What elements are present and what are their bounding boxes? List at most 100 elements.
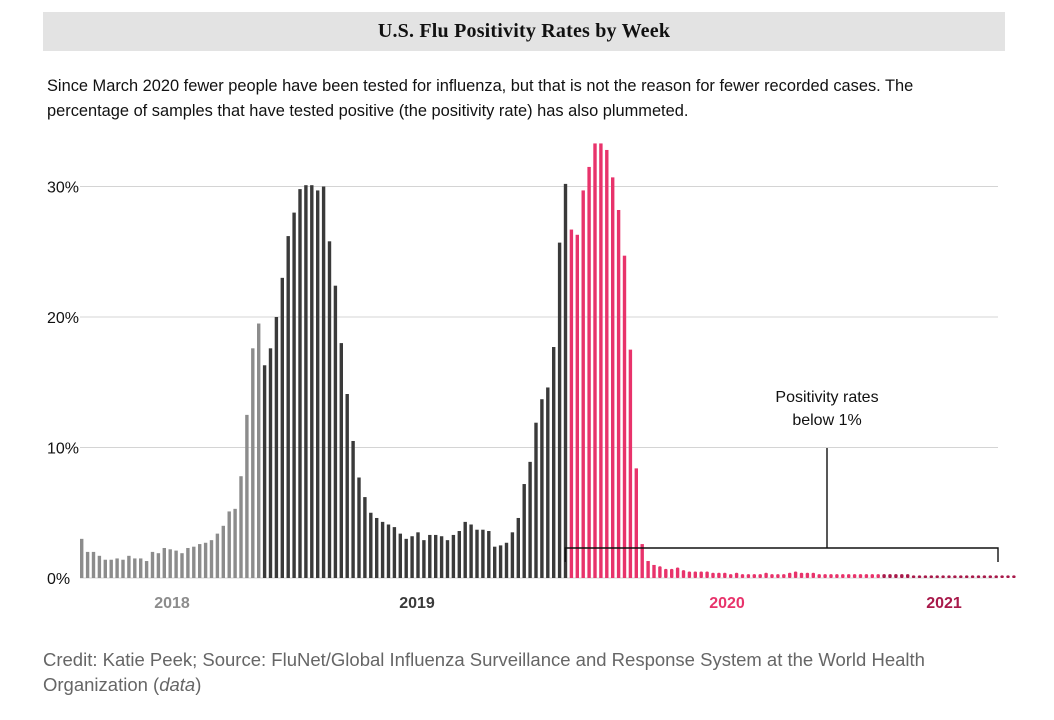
bar-2018 (109, 559, 113, 578)
bar-2020 (864, 574, 869, 578)
title-bar: U.S. Flu Positivity Rates by Week (43, 12, 1005, 51)
bar-2018 (215, 533, 220, 578)
bar-2019 (369, 512, 373, 578)
bar-2020 (693, 571, 697, 579)
bar-2019 (422, 540, 426, 578)
bar-2020 (664, 568, 668, 578)
bar-2020 (823, 574, 827, 578)
bar-2020 (723, 572, 727, 578)
bar-2019 (504, 542, 509, 578)
chart-title: U.S. Flu Positivity Rates by Week (377, 20, 671, 42)
bar-2020 (782, 574, 786, 578)
annotation-bracket (564, 547, 999, 562)
bar-2018 (174, 550, 178, 579)
bar-2020 (681, 570, 686, 578)
bar-2018 (133, 558, 137, 578)
y-tick-label: 30% (47, 180, 79, 197)
bar-2019 (386, 524, 391, 578)
bar-2018 (239, 476, 243, 578)
bar-2018 (91, 551, 96, 578)
bar-2020 (581, 190, 585, 579)
bar-2021 (906, 574, 910, 578)
annotation-text-line2: below 1% (792, 412, 861, 429)
year-label-2018: 2018 (154, 595, 190, 612)
bar-2020 (611, 177, 615, 578)
bar-2019 (310, 185, 314, 578)
bar-2020 (616, 209, 621, 578)
bar-2018 (97, 555, 102, 578)
bar-2019 (357, 477, 361, 578)
bar-2018 (186, 547, 190, 578)
bar-2021 (1000, 575, 1004, 578)
bar-2018 (156, 553, 161, 578)
bar-2020 (876, 574, 880, 578)
bar-2021 (894, 574, 898, 578)
year-label-2020: 2020 (709, 595, 745, 612)
bar-2020 (628, 349, 633, 579)
bar-2021 (941, 575, 945, 578)
bar-2020 (829, 574, 833, 578)
bar-2020 (764, 572, 768, 578)
bar-2020 (729, 574, 733, 578)
bar-2019 (493, 546, 497, 578)
bar-2019 (286, 236, 290, 578)
bar-2019 (321, 186, 326, 578)
bar-2019 (434, 534, 438, 578)
bar-2018 (192, 546, 196, 578)
bar-2020 (770, 574, 774, 578)
bar-2018 (257, 323, 261, 578)
credit-data-link[interactable]: data (159, 674, 196, 695)
bar-2019 (445, 540, 450, 578)
bar-2021 (994, 575, 998, 578)
bar-2020 (793, 571, 798, 579)
bar-2021 (976, 575, 981, 578)
bar-2019 (410, 536, 414, 578)
bar-2018 (209, 540, 214, 578)
annotation-text-line1: Positivity rates (775, 389, 878, 406)
bar-2019 (546, 387, 550, 578)
bar-2019 (351, 440, 355, 579)
bar-2019 (262, 365, 267, 578)
bar-2020 (675, 567, 680, 578)
bar-2020 (646, 561, 650, 578)
bar-2019 (439, 536, 444, 578)
bar-2018 (127, 555, 131, 578)
bar-2020 (717, 572, 721, 578)
bar-2019 (451, 534, 456, 578)
bar-2019 (316, 190, 320, 579)
bar-2019 (416, 532, 420, 578)
bar-2019 (404, 538, 408, 578)
bar-2020 (752, 574, 756, 578)
bar-2018 (150, 551, 155, 578)
y-tick-label: 0% (47, 571, 70, 588)
bar-2021 (959, 575, 963, 578)
bar-2020 (811, 572, 815, 578)
bar-2018 (245, 414, 249, 579)
bar-2018 (121, 559, 125, 578)
bar-2020 (858, 574, 863, 578)
bar-2021 (929, 575, 933, 578)
bar-2019 (345, 394, 349, 578)
bar-2019 (428, 534, 432, 578)
y-tick-label: 10% (47, 441, 79, 458)
bar-2019 (457, 531, 461, 578)
bar-2020 (605, 149, 609, 578)
bar-2018 (115, 558, 119, 578)
bar-2020 (652, 564, 656, 578)
bar-2019 (475, 529, 479, 578)
year-label-2021: 2021 (926, 595, 962, 612)
bar-2020 (569, 229, 574, 578)
bar-2019 (268, 348, 273, 578)
bar-2020 (870, 574, 874, 578)
bar-2021 (970, 575, 975, 578)
bar-2018 (203, 542, 208, 578)
bar-2018 (227, 511, 231, 578)
bar-2019 (481, 529, 485, 578)
bar-2021 (953, 575, 957, 578)
bar-2020 (799, 572, 804, 578)
bar-2021 (882, 574, 886, 578)
bar-2020 (746, 574, 751, 578)
credit-close: ) (195, 674, 202, 695)
bar-2021 (900, 574, 904, 578)
bar-2020 (599, 143, 603, 578)
